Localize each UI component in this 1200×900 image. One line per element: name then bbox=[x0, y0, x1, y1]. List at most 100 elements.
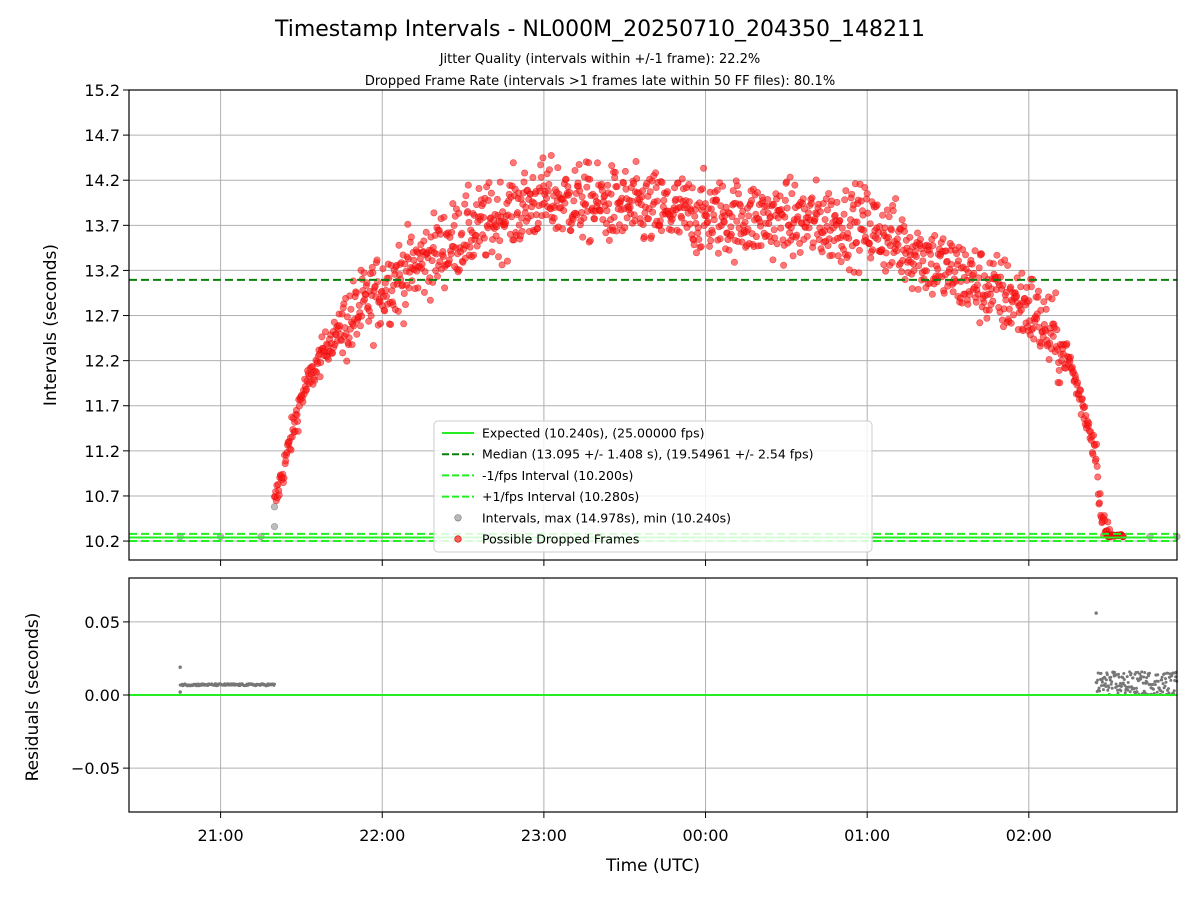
dropped-frame-point bbox=[605, 236, 613, 244]
dropped-frame-point bbox=[607, 190, 615, 198]
legend-box bbox=[433, 420, 873, 553]
dropped-frame-point bbox=[518, 227, 526, 235]
dropped-frame-point bbox=[1005, 305, 1013, 313]
dropped-frame-point bbox=[714, 249, 722, 257]
dropped-frame-point bbox=[799, 195, 807, 203]
residual-point bbox=[1110, 680, 1114, 684]
dropped-frame-point bbox=[465, 218, 473, 226]
dropped-frame-point bbox=[833, 198, 841, 206]
dropped-frame-point bbox=[939, 235, 947, 243]
dropped-frame-point bbox=[929, 242, 937, 250]
dropped-frame-point bbox=[492, 232, 500, 240]
dropped-frame-point bbox=[777, 224, 785, 232]
dropped-frame-point bbox=[414, 284, 422, 292]
dropped-frame-point bbox=[363, 279, 371, 287]
residual-outlier-point bbox=[1094, 611, 1098, 615]
dropped-frame-point bbox=[404, 220, 412, 228]
dropped-frame-point bbox=[892, 195, 900, 203]
dropped-frame-point bbox=[893, 235, 901, 243]
dropped-frame-point bbox=[1053, 326, 1061, 334]
dropped-frame-point bbox=[898, 268, 906, 276]
dropped-frame-point bbox=[1074, 379, 1082, 387]
dropped-frame-point bbox=[539, 154, 547, 162]
dropped-frame-point bbox=[570, 197, 578, 205]
dropped-frame-point bbox=[970, 269, 978, 277]
dropped-frame-point bbox=[1017, 306, 1025, 314]
dropped-frame-point bbox=[756, 222, 764, 230]
dropped-frame-point bbox=[898, 216, 906, 224]
dropped-frame-point bbox=[691, 212, 699, 220]
dropped-frame-point bbox=[608, 162, 616, 170]
dropped-frame-point bbox=[736, 202, 744, 210]
dropped-frame-point bbox=[686, 220, 694, 228]
dropped-frame-point bbox=[727, 223, 735, 231]
dropped-frame-point bbox=[660, 196, 668, 204]
dropped-frame-point bbox=[769, 256, 777, 264]
dropped-frame-point bbox=[840, 210, 848, 218]
dropped-frame-point bbox=[803, 232, 811, 240]
dropped-frame-point bbox=[793, 231, 801, 239]
dropped-frame-point bbox=[343, 313, 351, 321]
residual-point bbox=[1166, 671, 1170, 675]
dropped-frame-point bbox=[455, 209, 463, 217]
residual-point bbox=[1143, 671, 1147, 675]
dropped-frame-point bbox=[647, 232, 655, 240]
dropped-frame-point bbox=[773, 240, 781, 248]
legend-entry-label: +1/fps Interval (10.280s) bbox=[482, 489, 639, 504]
dropped-frame-point bbox=[639, 187, 647, 195]
dropped-frame-point bbox=[776, 192, 784, 200]
residual-point bbox=[1099, 671, 1103, 675]
dropped-frame-point bbox=[678, 214, 686, 222]
dropped-frame-point bbox=[583, 183, 591, 191]
top-y-tick-label: 12.7 bbox=[84, 307, 120, 326]
dropped-frame-point bbox=[564, 183, 572, 191]
dropped-frame-point bbox=[575, 161, 583, 169]
dropped-frame-point bbox=[405, 284, 413, 292]
dropped-frame-point bbox=[783, 204, 791, 212]
dropped-frame-point bbox=[885, 233, 893, 241]
dropped-frame-point bbox=[485, 179, 493, 187]
dropped-frame-point bbox=[355, 301, 363, 309]
legend-interval-marker bbox=[454, 514, 462, 522]
residual-point bbox=[1121, 681, 1125, 685]
residual-point bbox=[1145, 680, 1149, 684]
dropped-frame-point bbox=[321, 328, 329, 336]
dropped-frame-point bbox=[989, 260, 997, 268]
residual-point bbox=[1126, 688, 1130, 692]
dropped-frame-point bbox=[455, 266, 463, 274]
dropped-frame-point bbox=[515, 221, 523, 229]
dropped-frame-point bbox=[382, 286, 390, 294]
dropped-frame-point bbox=[816, 208, 824, 216]
dropped-frame-point bbox=[914, 285, 922, 293]
dropped-frame-point bbox=[863, 190, 871, 198]
dropped-frame-point bbox=[823, 206, 831, 214]
dropped-frame-point bbox=[418, 260, 426, 268]
dropped-frame-point bbox=[703, 212, 711, 220]
dropped-frame-point bbox=[458, 229, 466, 237]
chart-subtitle-dropped: Dropped Frame Rate (intervals >1 frames … bbox=[365, 74, 835, 89]
dropped-frame-point bbox=[914, 229, 922, 237]
residual-point bbox=[1100, 684, 1104, 688]
dropped-frame-point bbox=[464, 181, 472, 189]
dropped-frame-point bbox=[720, 218, 728, 226]
dropped-frame-point bbox=[585, 159, 593, 167]
top-y-tick-label: 11.7 bbox=[84, 397, 120, 416]
dropped-frame-point bbox=[571, 166, 579, 174]
dropped-frame-point bbox=[649, 208, 657, 216]
dropped-frame-point bbox=[844, 251, 852, 259]
dropped-frame-point bbox=[964, 300, 972, 308]
dropped-frame-point bbox=[379, 265, 387, 273]
dropped-frame-point bbox=[690, 241, 698, 249]
dropped-frame-point bbox=[426, 296, 434, 304]
residual-point bbox=[1097, 686, 1101, 690]
dropped-frame-point bbox=[567, 227, 575, 235]
dropped-frame-point bbox=[1104, 518, 1112, 526]
dropped-frame-point bbox=[678, 175, 686, 183]
top-y-tick-label: 13.7 bbox=[84, 216, 120, 235]
dropped-frame-point bbox=[1040, 298, 1048, 306]
dropped-frame-point bbox=[869, 246, 877, 254]
dropped-frame-point bbox=[554, 164, 562, 172]
dropped-frame-point bbox=[349, 277, 357, 285]
dropped-frame-point bbox=[604, 181, 612, 189]
dropped-frame-point bbox=[544, 187, 552, 195]
